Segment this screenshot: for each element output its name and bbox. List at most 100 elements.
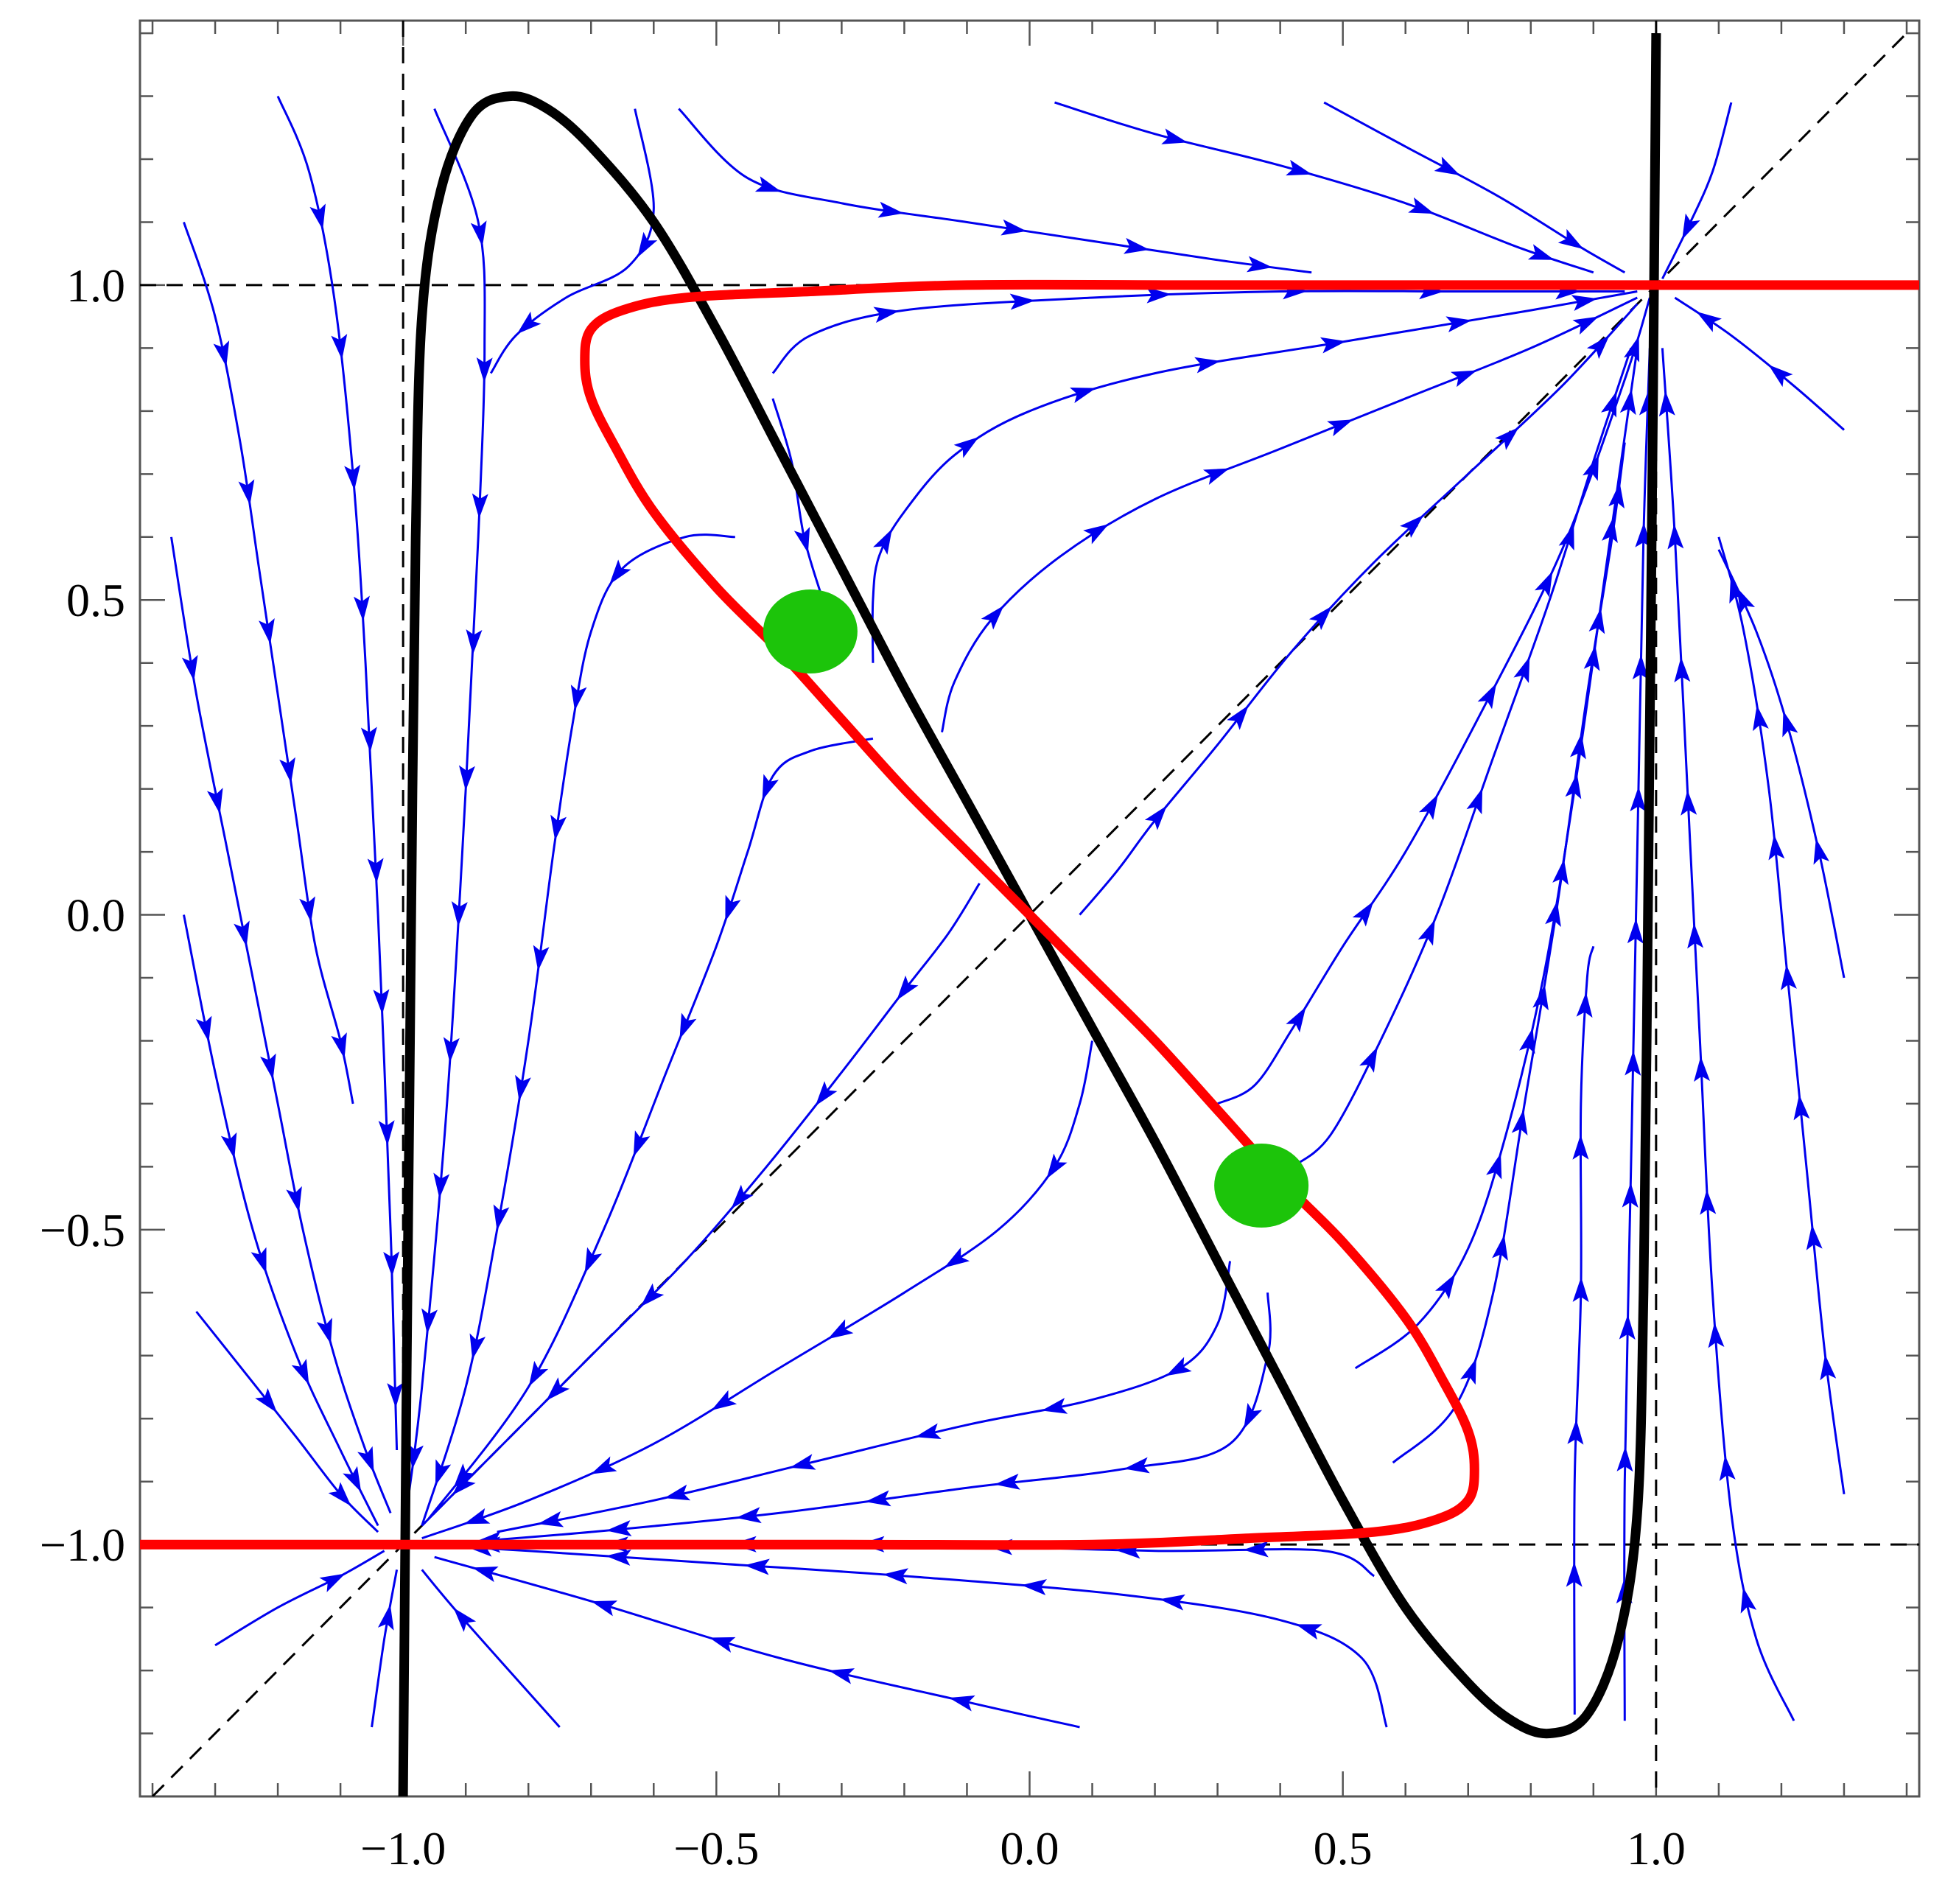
streamline-arrow: [451, 901, 468, 927]
streamline-arrow: [944, 1247, 970, 1268]
streamline: [421, 533, 735, 1526]
streamline-arrow: [828, 1668, 855, 1684]
streamline-arrow: [463, 1508, 491, 1525]
streamline-arrow: [435, 1459, 452, 1486]
fixed-point-marker: [1214, 1144, 1309, 1228]
streamline-arrow: [1572, 316, 1599, 335]
streamline-arrow: [1567, 1419, 1584, 1445]
streamline-arrow: [873, 307, 900, 323]
streamline: [941, 296, 1638, 733]
streamline-arrow: [1768, 834, 1785, 861]
streamline-arrow: [633, 1130, 651, 1157]
streamline-arrow: [331, 334, 348, 360]
streamline-arrow: [1166, 1357, 1192, 1376]
y-tick-label: −1.0: [40, 1519, 125, 1571]
streamline: [1354, 348, 1639, 1370]
streamline-arrow: [664, 1484, 691, 1501]
streamline-arrow: [883, 1568, 908, 1585]
streamline-arrow: [1320, 337, 1347, 354]
streamline: [214, 1550, 385, 1647]
streamline-arrow: [1687, 923, 1704, 949]
streamline-arrow: [591, 1600, 618, 1617]
streamline-arrow: [1124, 1457, 1150, 1474]
streamline-arrow: [793, 527, 810, 553]
streamline-arrow: [949, 1695, 975, 1712]
streamline-arrow: [1308, 606, 1332, 631]
streamline-arrow: [953, 436, 979, 458]
streamline-arrow: [1000, 219, 1027, 236]
streamline-arrow: [1041, 1398, 1068, 1414]
streamline-arrow: [466, 629, 483, 655]
streamline: [421, 1569, 561, 1728]
streamline-arrow: [1352, 901, 1374, 927]
streamline-arrow: [458, 765, 475, 791]
streamline-arrow: [789, 1454, 816, 1470]
streamline-arrow: [1295, 1624, 1322, 1640]
streamline-arrow: [373, 989, 390, 1015]
streamline-arrow: [1495, 427, 1519, 450]
streamline-arrow: [827, 1319, 854, 1340]
streamline-arrow: [291, 1358, 309, 1385]
streamline-arrow: [1460, 1358, 1476, 1385]
streamline-arrow: [1144, 805, 1167, 830]
streamline-arrow: [1445, 316, 1472, 333]
streamline-arrow: [1534, 571, 1553, 598]
streamline-arrow: [570, 685, 587, 711]
streamline-arrow: [1486, 1152, 1502, 1180]
streamline-arrow: [1793, 1094, 1810, 1121]
streamline-arrow: [1781, 965, 1797, 990]
streamline-arrow: [472, 493, 488, 519]
streamline-arrow: [1632, 654, 1649, 680]
streamline-arrow: [1286, 159, 1312, 176]
y-tick-label: 0.5: [66, 574, 125, 626]
streamline-arrow: [606, 1549, 631, 1566]
streamline-arrow: [1123, 237, 1150, 254]
streamline: [489, 108, 655, 374]
streamline-arrow: [299, 896, 315, 923]
streamline-arrow: [873, 528, 892, 555]
streamline-arrow: [234, 920, 250, 947]
streamline-arrow: [433, 1172, 450, 1199]
streamline-arrow: [1194, 357, 1221, 374]
streamline-arrow: [383, 1251, 400, 1277]
streamline-arrow: [1608, 483, 1625, 509]
streamline: [1717, 536, 1846, 1495]
streamline-arrow: [1625, 1050, 1641, 1076]
streamline-arrow: [546, 1377, 570, 1401]
streamline: [1661, 348, 1795, 1722]
streamline-arrow: [286, 1186, 302, 1213]
streamline-arrow: [1768, 364, 1793, 388]
streamline-arrow: [213, 340, 230, 367]
streamline-arrow: [1566, 1561, 1583, 1587]
streamline-arrow: [590, 1456, 617, 1474]
streamline-arrow: [1558, 524, 1574, 551]
streamline-arrow: [735, 1507, 762, 1524]
streamline-arrow: [319, 1573, 346, 1592]
streamline-arrow: [915, 1423, 942, 1440]
streamline-arrow: [731, 1184, 754, 1209]
streamline-arrow: [207, 788, 223, 814]
streamline-arrow: [1719, 1455, 1736, 1481]
streamline-arrow: [309, 203, 326, 230]
streamline-arrow: [762, 774, 779, 801]
streamline-arrow: [470, 220, 487, 247]
streamline-arrow: [279, 757, 295, 783]
streamline: [421, 1543, 1388, 1728]
streamline-arrow: [1576, 992, 1593, 1018]
streamline-arrow: [476, 357, 493, 383]
streamline-arrow: [443, 1037, 460, 1063]
streamline-arrow: [1622, 1182, 1639, 1208]
streamline-arrow: [1630, 786, 1647, 812]
streamline: [678, 108, 1312, 274]
streamline-arrow: [353, 595, 370, 622]
streamline-arrow: [897, 975, 919, 1001]
streamline-arrow: [1571, 295, 1598, 312]
streamline-arrow: [220, 1132, 237, 1159]
streamline-arrow: [744, 1558, 770, 1575]
streamline-arrow: [877, 201, 904, 218]
streamline-arrow: [1511, 1109, 1528, 1135]
streamline-arrow: [1696, 311, 1722, 332]
streamline-arrow: [1627, 918, 1644, 944]
streamline-arrow: [994, 1473, 1020, 1490]
streamline-arrow: [343, 1466, 362, 1493]
